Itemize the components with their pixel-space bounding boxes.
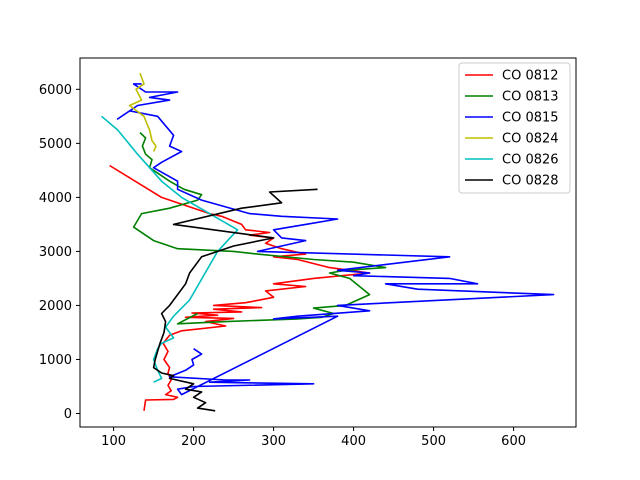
y-tick-label: 5000: [39, 137, 72, 152]
x-tick-label: 400: [341, 434, 366, 449]
series-line-6: [152, 188, 318, 412]
series-line-1: [109, 164, 371, 411]
x-tick-label: 500: [421, 434, 446, 449]
series-line-2: [132, 132, 387, 325]
x-tick-label: 200: [181, 434, 206, 449]
x-tick-label: 300: [261, 434, 286, 449]
y-tick-label: 0: [64, 407, 72, 422]
x-tick-label: 100: [101, 434, 126, 449]
x-tick-label: 600: [501, 434, 526, 449]
legend: CO 0812 CO 0813 CO 0815 CO 0824 CO 0826 CO 08…: [458, 62, 571, 194]
y-tick-label: 6000: [39, 83, 72, 98]
series-line-5: [101, 115, 239, 383]
plot-frame: [79, 57, 577, 428]
series-lines: [101, 72, 555, 412]
y-tick-label: 2000: [39, 299, 72, 314]
series-line-4: [128, 72, 157, 152]
legend-label: CO 0824: [502, 132, 559, 147]
y-tick-label: 1000: [39, 353, 72, 368]
legend-label: CO 0812: [502, 69, 559, 84]
y-tick-label: 4000: [39, 191, 72, 206]
legend-label: CO 0826: [502, 153, 559, 168]
series-line-3: [116, 83, 555, 396]
axis-ticks: 100 200 300 400 500 6000100020003000400050006…: [39, 83, 526, 449]
legend-label: CO 0813: [502, 90, 559, 105]
legend-label: CO 0815: [502, 111, 559, 126]
y-tick-label: 3000: [39, 245, 72, 260]
legend-label: CO 0828: [502, 174, 559, 189]
